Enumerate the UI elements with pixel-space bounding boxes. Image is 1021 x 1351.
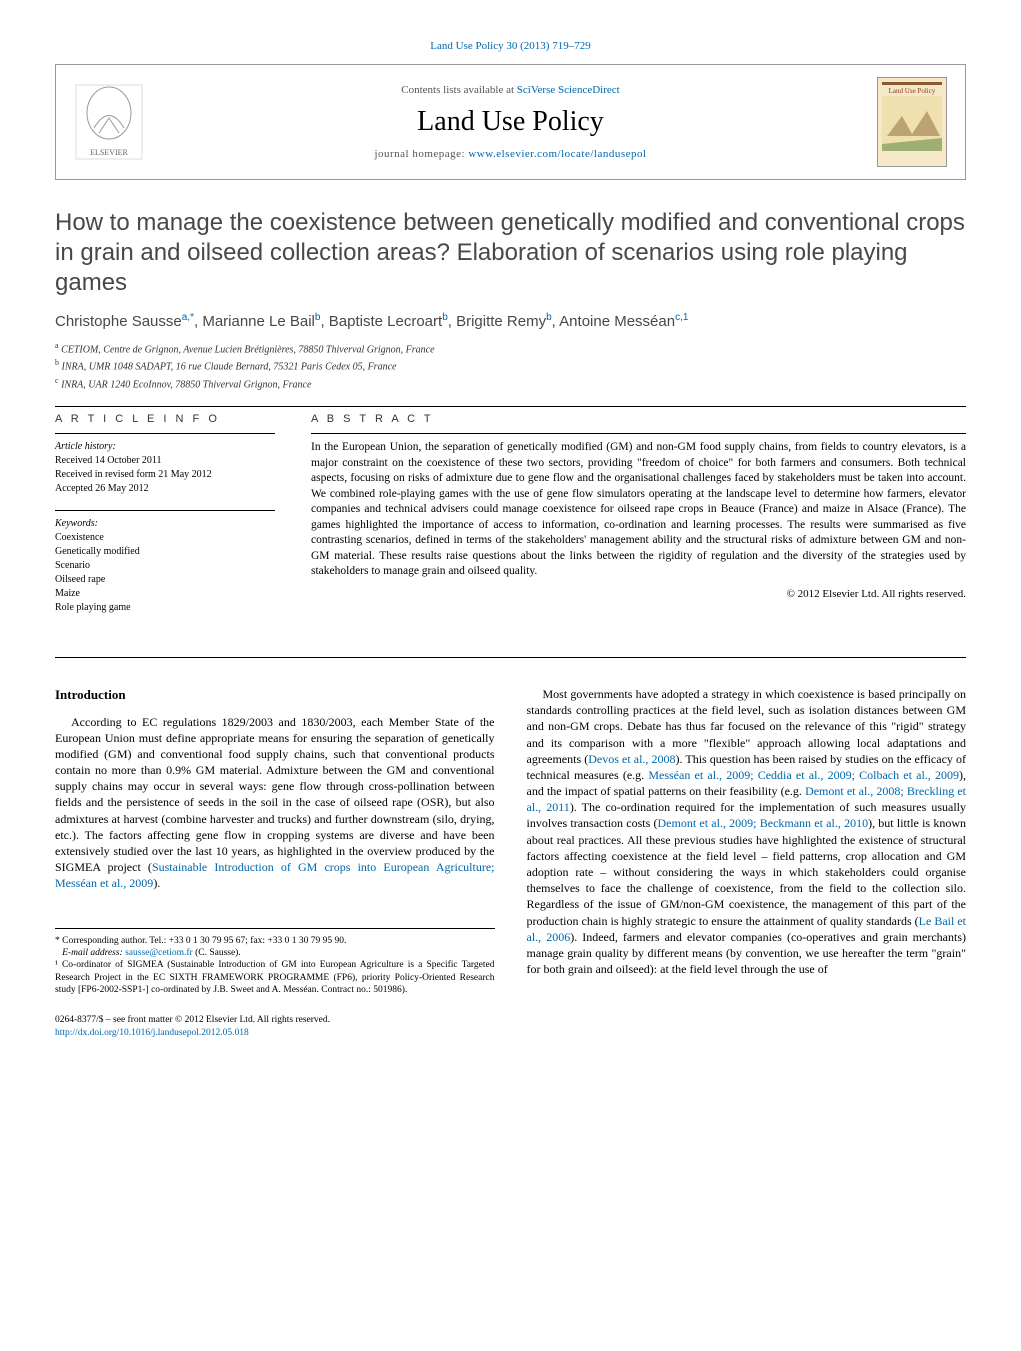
affiliations: a CETIOM, Centre de Grignon, Avenue Luci… bbox=[55, 340, 966, 392]
article-info-column: A R T I C L E I N F O Article history: R… bbox=[55, 413, 275, 629]
footnotes: * Corresponding author. Tel.: +33 0 1 30… bbox=[55, 928, 495, 997]
keywords-block: Keywords: CoexistenceGenetically modifie… bbox=[55, 517, 275, 615]
history-revised: Received in revised form 21 May 2012 bbox=[55, 469, 212, 480]
email-link[interactable]: sausse@cetiom.fr bbox=[125, 948, 193, 958]
abstract-heading: A B S T R A C T bbox=[311, 413, 966, 425]
authors-line: Christophe Saussea,*, Marianne Le Bailb,… bbox=[55, 312, 966, 330]
affiliation-b: b INRA, UMR 1048 SADAPT, 16 rue Claude B… bbox=[55, 357, 966, 374]
body-column-left: Introduction According to EC regulations… bbox=[55, 686, 495, 1039]
elsevier-logo: ELSEVIER bbox=[74, 83, 144, 161]
history-accepted: Accepted 26 May 2012 bbox=[55, 483, 149, 494]
cover-title: Land Use Policy bbox=[889, 88, 936, 96]
body-columns: Introduction According to EC regulations… bbox=[55, 686, 966, 1039]
body-column-right: Most governments have adopted a strategy… bbox=[527, 686, 967, 1039]
header-center: Contents lists available at SciVerse Sci… bbox=[164, 84, 857, 160]
ref-link-demont2[interactable]: Demont et al., 2009; Beckmann et al., 20… bbox=[658, 816, 869, 830]
journal-homepage-line: journal homepage: www.elsevier.com/locat… bbox=[164, 148, 857, 160]
intro-paragraph-2: Most governments have adopted a strategy… bbox=[527, 686, 967, 977]
cover-art bbox=[882, 96, 942, 151]
history-label: Article history: bbox=[55, 441, 116, 452]
article-title: How to manage the coexistence between ge… bbox=[55, 208, 966, 298]
abstract-copyright: © 2012 Elsevier Ltd. All rights reserved… bbox=[311, 588, 966, 600]
article-history: Article history: Received 14 October 201… bbox=[55, 440, 275, 496]
ref-link-messean[interactable]: Messéan et al., 2009; Ceddia et al., 200… bbox=[648, 768, 959, 782]
email-suffix: (C. Sausse). bbox=[193, 948, 241, 958]
email-line: E-mail address: sausse@cetiom.fr (C. Sau… bbox=[55, 947, 495, 959]
journal-cover-thumbnail: Land Use Policy bbox=[877, 77, 947, 167]
footer-meta: 0264-8377/$ – see front matter © 2012 El… bbox=[55, 1014, 495, 1039]
rule-bottom bbox=[55, 657, 966, 658]
doi-link[interactable]: http://dx.doi.org/10.1016/j.landusepol.2… bbox=[55, 1028, 249, 1038]
rule-top bbox=[55, 406, 966, 407]
keywords-label: Keywords: bbox=[55, 518, 98, 529]
info-rule-1 bbox=[55, 433, 275, 434]
ref-link-devos[interactable]: Devos et al., 2008 bbox=[588, 752, 675, 766]
introduction-heading: Introduction bbox=[55, 686, 495, 704]
front-matter-line: 0264-8377/$ – see front matter © 2012 El… bbox=[55, 1014, 495, 1026]
journal-reference: Land Use Policy 30 (2013) 719–729 bbox=[55, 40, 966, 52]
history-received: Received 14 October 2011 bbox=[55, 455, 162, 466]
homepage-prefix: journal homepage: bbox=[374, 148, 468, 160]
info-rule-2 bbox=[55, 510, 275, 511]
abstract-column: A B S T R A C T In the European Union, t… bbox=[311, 413, 966, 629]
svg-text:ELSEVIER: ELSEVIER bbox=[90, 148, 128, 157]
intro-paragraph-1: According to EC regulations 1829/2003 an… bbox=[55, 714, 495, 892]
journal-name: Land Use Policy bbox=[164, 106, 857, 138]
cover-bar bbox=[882, 82, 942, 85]
article-info-heading: A R T I C L E I N F O bbox=[55, 413, 275, 425]
footnote-1: ¹ Co-ordinator of SIGMEA (Sustainable In… bbox=[55, 959, 495, 996]
homepage-link[interactable]: www.elsevier.com/locate/landusepol bbox=[468, 148, 646, 160]
abstract-text: In the European Union, the separation of… bbox=[311, 440, 966, 580]
email-label: E-mail address: bbox=[62, 948, 125, 958]
contents-lists-line: Contents lists available at SciVerse Sci… bbox=[164, 84, 857, 96]
affiliation-a: a CETIOM, Centre de Grignon, Avenue Luci… bbox=[55, 340, 966, 357]
sciencedirect-link[interactable]: SciVerse ScienceDirect bbox=[517, 84, 620, 96]
affiliation-c: c INRA, UAR 1240 EcoInnov, 78850 Thiverv… bbox=[55, 375, 966, 392]
corresponding-author: * Corresponding author. Tel.: +33 0 1 30… bbox=[55, 935, 495, 947]
journal-header: ELSEVIER Contents lists available at Sci… bbox=[55, 64, 966, 180]
keywords-list: CoexistenceGenetically modifiedScenarioO… bbox=[55, 532, 140, 613]
info-abstract-row: A R T I C L E I N F O Article history: R… bbox=[55, 413, 966, 629]
abstract-rule bbox=[311, 433, 966, 434]
contents-prefix: Contents lists available at bbox=[401, 84, 516, 96]
